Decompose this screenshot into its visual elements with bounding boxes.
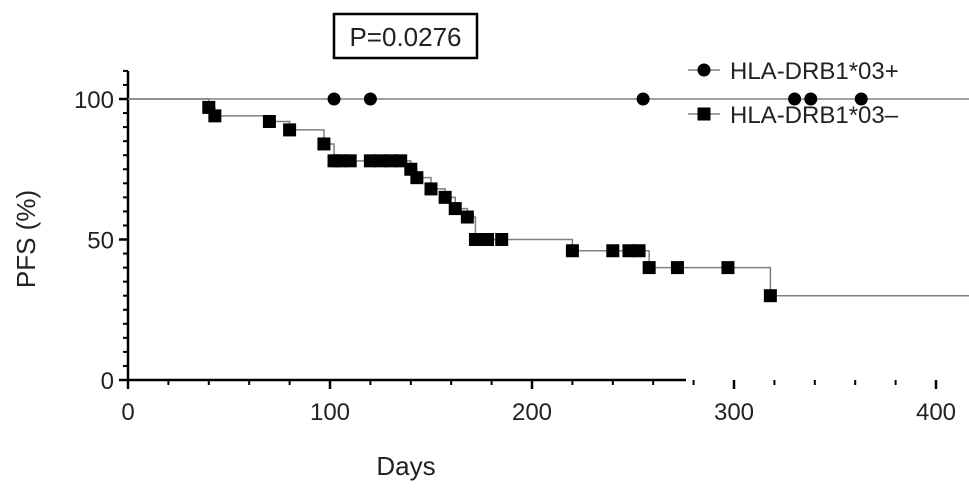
event-marker-hla-drb1-03-negative — [642, 261, 656, 275]
legend-label-hla-drb1-03-positive: HLA-DRB1*03+ — [730, 58, 899, 85]
p-value-box: P=0.0276 — [332, 12, 479, 60]
event-marker-hla-drb1-03-negative — [763, 289, 777, 303]
censor-marker-hla-drb1-03-negative — [384, 154, 398, 168]
y-tick-label: 0 — [101, 368, 114, 395]
censor-marker-hla-drb1-03-negative — [374, 154, 387, 168]
x-tick-label: 100 — [310, 399, 350, 426]
censor-marker-hla-drb1-03-positive — [327, 92, 341, 106]
legend-marker-hla-drb1-03-positive — [697, 63, 711, 77]
legend-label-hla-drb1-03-negative: HLA-DRB1*03– — [730, 102, 899, 129]
event-marker-hla-drb1-03-negative — [424, 182, 438, 196]
p-value-border — [332, 12, 479, 60]
x-tick-label: 300 — [714, 399, 754, 426]
censor-marker-hla-drb1-03-negative — [622, 244, 636, 258]
event-marker-hla-drb1-03-negative — [283, 123, 297, 137]
event-marker-hla-drb1-03-negative — [448, 202, 462, 216]
x-tick-label: 0 — [121, 399, 134, 426]
event-marker-hla-drb1-03-negative — [565, 244, 579, 258]
y-tick-label: 50 — [87, 228, 114, 255]
plot-area: 0501000100200300400500 — [74, 69, 969, 426]
event-marker-hla-drb1-03-negative — [317, 137, 331, 151]
censor-marker-hla-drb1-03-negative — [495, 233, 509, 246]
event-marker-hla-drb1-03-negative — [262, 114, 276, 128]
censor-marker-hla-drb1-03-negative — [333, 154, 347, 168]
censor-marker-hla-drb1-03-positive — [854, 92, 868, 106]
censor-marker-hla-drb1-03-negative — [670, 261, 684, 275]
event-marker-hla-drb1-03-negative — [468, 233, 482, 246]
event-marker-hla-drb1-03-negative — [438, 190, 452, 204]
censor-marker-hla-drb1-03-negative — [721, 261, 735, 275]
legend: HLA-DRB1*03+ HLA-DRB1*03– — [688, 58, 899, 129]
censor-marker-hla-drb1-03-negative — [343, 154, 357, 168]
legend-marker-hla-drb1-03-negative — [697, 107, 711, 121]
p-value-text: P=0.0276 — [349, 22, 461, 52]
x-tick-label: 200 — [512, 399, 552, 426]
event-marker-hla-drb1-03-negative — [208, 109, 222, 123]
censor-marker-hla-drb1-03-negative — [606, 244, 620, 258]
event-marker-hla-drb1-03-negative — [410, 171, 424, 185]
x-axis-title: Days — [376, 451, 435, 481]
censor-marker-hla-drb1-03-negative — [363, 154, 377, 168]
y-tick-label: 100 — [74, 87, 114, 114]
censor-marker-hla-drb1-03-negative — [632, 244, 646, 258]
censor-marker-hla-drb1-03-positive — [636, 92, 650, 106]
x-tick-label: 400 — [916, 399, 956, 426]
censor-marker-hla-drb1-03-positive — [363, 92, 377, 106]
censor-marker-hla-drb1-03-positive — [804, 92, 818, 106]
event-marker-hla-drb1-03-negative — [460, 210, 474, 224]
censor-marker-hla-drb1-03-negative — [394, 154, 408, 168]
censor-marker-hla-drb1-03-positive — [788, 92, 802, 106]
y-axis-title: PFS (%) — [11, 190, 41, 288]
censor-marker-hla-drb1-03-negative — [481, 233, 495, 246]
